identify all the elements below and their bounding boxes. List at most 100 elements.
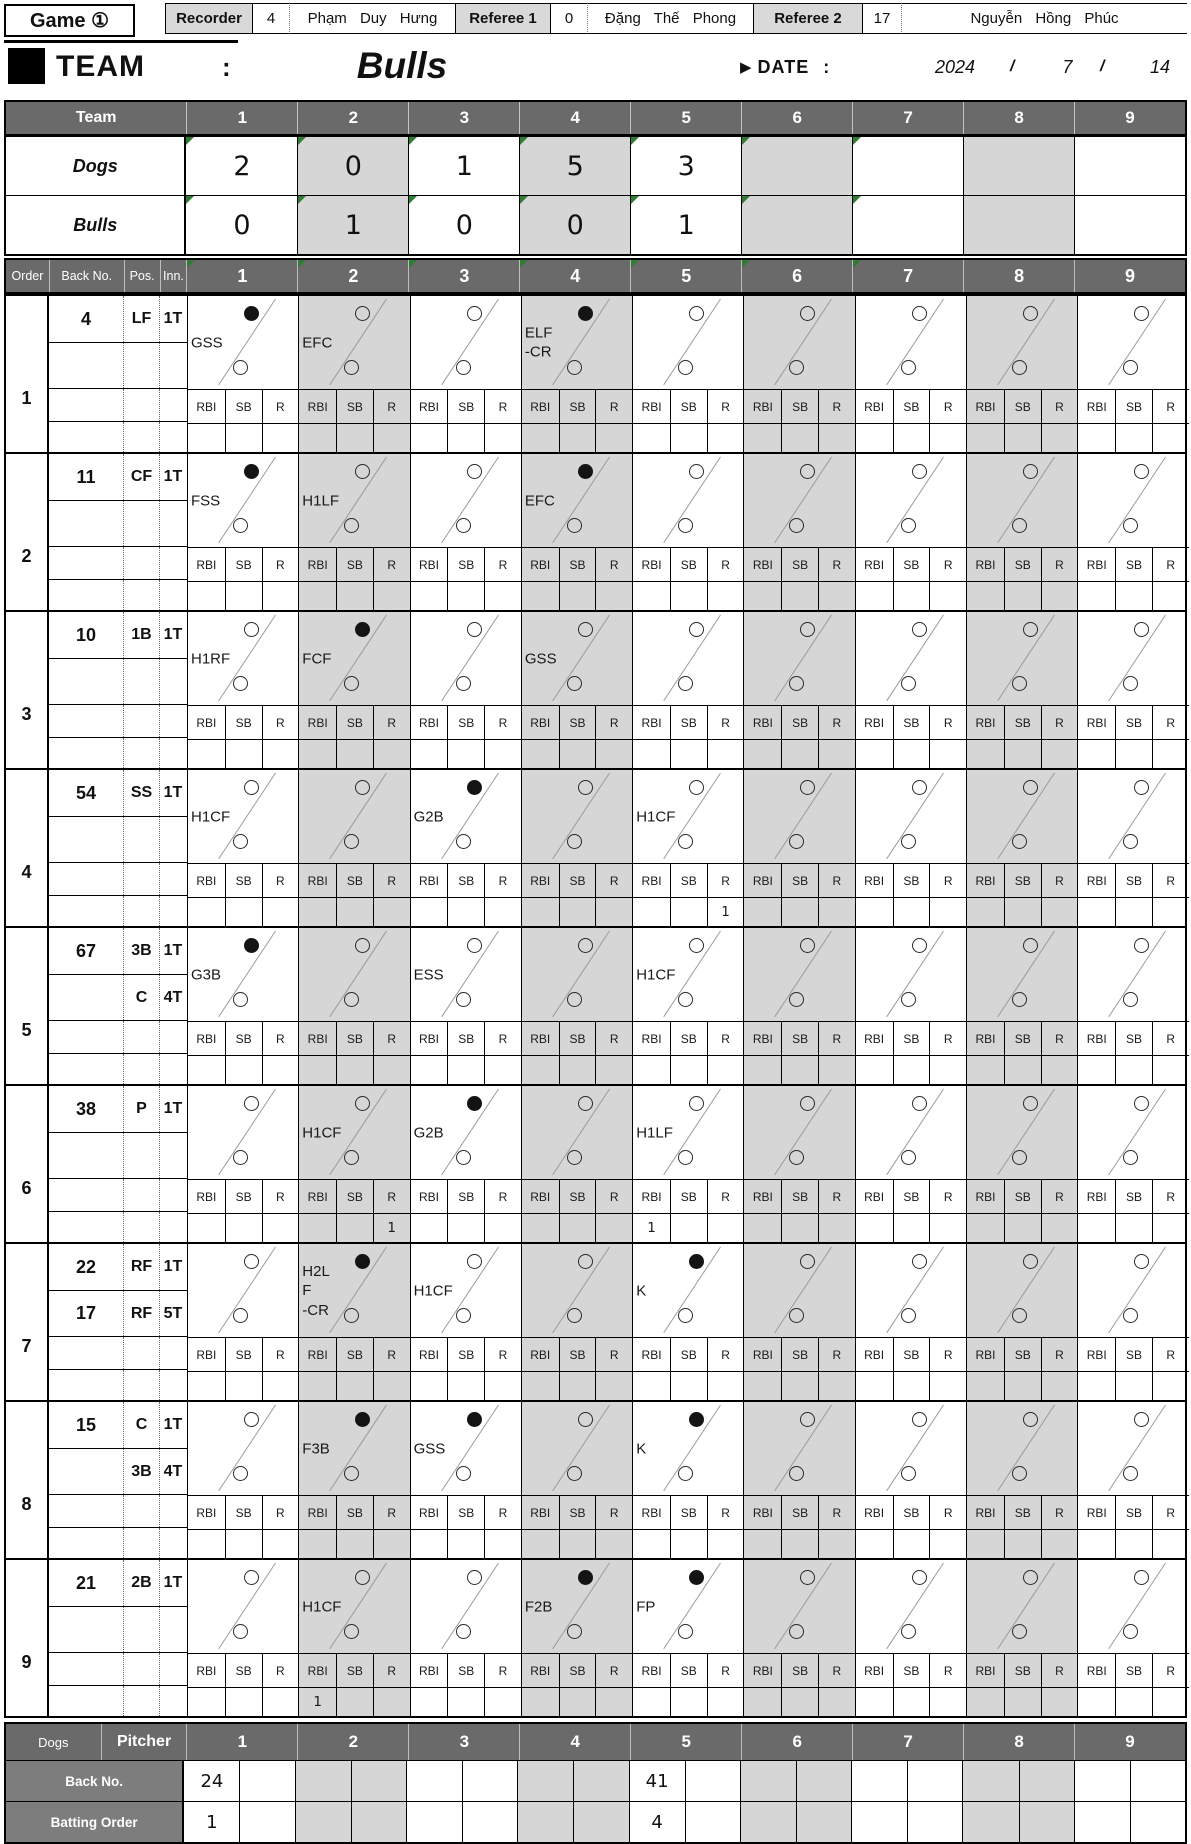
stat-value-r[interactable] bbox=[595, 1530, 632, 1558]
stat-value-sb[interactable] bbox=[558, 1688, 596, 1716]
play-cell[interactable] bbox=[1078, 928, 1188, 1021]
stat-value-sb[interactable] bbox=[892, 1056, 930, 1084]
stat-value-rbi[interactable] bbox=[856, 1530, 893, 1558]
inn-cell[interactable] bbox=[160, 547, 186, 579]
pos-cell[interactable] bbox=[124, 422, 160, 452]
referee1-number[interactable]: 0 bbox=[551, 3, 587, 34]
stat-value-sb[interactable] bbox=[669, 1530, 707, 1558]
pos-cell[interactable]: LF bbox=[124, 296, 160, 342]
play-cell[interactable]: ELF -CR bbox=[522, 296, 632, 389]
stat-value-sb[interactable] bbox=[447, 582, 484, 610]
back-no-cell[interactable] bbox=[49, 975, 124, 1020]
stat-value-sb[interactable] bbox=[892, 1214, 930, 1242]
stat-value-r[interactable] bbox=[484, 1688, 521, 1716]
stat-value-rbi[interactable] bbox=[967, 1530, 1004, 1558]
stat-value-sb[interactable] bbox=[781, 898, 818, 926]
score-cell[interactable] bbox=[741, 196, 853, 254]
play-cell[interactable] bbox=[744, 1402, 854, 1495]
pitcher-value-cell[interactable] bbox=[296, 1802, 351, 1842]
stat-value-rbi[interactable] bbox=[299, 898, 336, 926]
stat-value-r[interactable] bbox=[261, 582, 299, 610]
play-cell[interactable] bbox=[967, 1244, 1077, 1337]
stat-value-r[interactable] bbox=[261, 898, 299, 926]
pitcher-value-cell[interactable] bbox=[741, 1761, 796, 1801]
stat-value-r[interactable] bbox=[1040, 740, 1078, 768]
pos-cell[interactable]: P bbox=[124, 1086, 160, 1132]
play-cell[interactable] bbox=[411, 454, 521, 547]
play-cell[interactable]: GSS bbox=[522, 612, 632, 705]
play-cell[interactable]: H2L F -CR bbox=[299, 1244, 409, 1337]
inn-cell[interactable]: 4T bbox=[163, 988, 183, 1006]
pitcher-value-cell-right[interactable] bbox=[684, 1761, 740, 1801]
play-cell[interactable] bbox=[856, 454, 966, 547]
pos-cell[interactable] bbox=[124, 1212, 160, 1242]
stat-value-r[interactable] bbox=[817, 424, 855, 452]
stat-value-rbi[interactable] bbox=[633, 582, 670, 610]
stat-value-sb[interactable] bbox=[447, 424, 484, 452]
pos-cell[interactable] bbox=[124, 580, 160, 610]
stat-value-r[interactable] bbox=[1040, 1056, 1078, 1084]
stat-value-rbi[interactable] bbox=[744, 582, 781, 610]
stat-value-rbi[interactable] bbox=[411, 582, 448, 610]
inn-cell[interactable]: 1T bbox=[163, 1100, 183, 1117]
back-no-cell[interactable] bbox=[49, 863, 124, 895]
stat-value-sb[interactable] bbox=[447, 898, 484, 926]
stat-value-sb[interactable] bbox=[224, 740, 262, 768]
back-no-cell[interactable] bbox=[49, 1495, 124, 1527]
date-month[interactable]: 7 bbox=[1062, 57, 1073, 77]
pitcher-value-cell-right[interactable] bbox=[573, 1761, 628, 1801]
stat-value-sb[interactable] bbox=[447, 1530, 484, 1558]
stat-value-sb[interactable] bbox=[892, 740, 930, 768]
pitcher-value-cell-right[interactable] bbox=[239, 1761, 294, 1801]
stat-value-rbi[interactable] bbox=[633, 1530, 670, 1558]
play-cell[interactable] bbox=[967, 1560, 1077, 1653]
stat-value-sb[interactable] bbox=[336, 424, 373, 452]
play-cell[interactable]: GSS bbox=[188, 296, 298, 389]
stat-value-r[interactable] bbox=[1151, 582, 1189, 610]
stat-value-rbi[interactable] bbox=[188, 1372, 225, 1400]
stat-value-r[interactable] bbox=[706, 740, 744, 768]
inn-cell[interactable] bbox=[160, 1133, 186, 1178]
play-cell[interactable] bbox=[967, 454, 1077, 547]
stat-value-r[interactable] bbox=[706, 1214, 744, 1242]
stat-value-r[interactable] bbox=[706, 1056, 744, 1084]
back-no-cell[interactable] bbox=[49, 1054, 124, 1084]
play-cell[interactable] bbox=[744, 1244, 854, 1337]
back-no-cell[interactable] bbox=[49, 422, 124, 452]
back-no-cell[interactable]: 21 bbox=[49, 1560, 124, 1606]
stat-value-rbi[interactable] bbox=[188, 1056, 225, 1084]
stat-value-sb[interactable] bbox=[781, 582, 818, 610]
stat-value-rbi[interactable] bbox=[744, 424, 781, 452]
pitcher-value-cell[interactable] bbox=[963, 1761, 1018, 1801]
stat-value-rbi[interactable] bbox=[188, 1688, 225, 1716]
stat-value-r[interactable] bbox=[1151, 1372, 1189, 1400]
stat-value-r[interactable] bbox=[929, 424, 966, 452]
stat-value-r[interactable] bbox=[1151, 1056, 1189, 1084]
stat-value-sb[interactable] bbox=[669, 1056, 707, 1084]
play-cell[interactable]: H1CF bbox=[633, 770, 743, 863]
stat-value-r[interactable] bbox=[372, 740, 410, 768]
stat-value-rbi[interactable] bbox=[967, 1214, 1004, 1242]
stat-value-r[interactable] bbox=[817, 582, 855, 610]
stat-value-rbi[interactable] bbox=[633, 898, 670, 926]
pitcher-value-cell-right[interactable] bbox=[462, 1761, 517, 1801]
stat-value-r[interactable] bbox=[817, 1530, 855, 1558]
pos-cell[interactable]: RF bbox=[124, 1291, 160, 1336]
stat-value-rbi[interactable] bbox=[1078, 740, 1115, 768]
play-cell[interactable]: H1CF bbox=[633, 928, 743, 1021]
stat-value-r[interactable] bbox=[1151, 740, 1189, 768]
stat-value-rbi[interactable] bbox=[856, 1214, 893, 1242]
stat-value-r[interactable] bbox=[1040, 582, 1078, 610]
pitcher-value-cell-right[interactable] bbox=[907, 1802, 962, 1842]
stat-value-rbi[interactable] bbox=[299, 1372, 336, 1400]
stat-value-r[interactable] bbox=[817, 898, 855, 926]
back-no-cell[interactable] bbox=[49, 1686, 124, 1716]
stat-value-r[interactable] bbox=[261, 1372, 299, 1400]
stat-value-rbi[interactable] bbox=[633, 740, 670, 768]
play-cell[interactable] bbox=[744, 928, 854, 1021]
stat-value-sb[interactable] bbox=[1003, 740, 1041, 768]
play-cell[interactable] bbox=[633, 454, 743, 547]
play-cell[interactable] bbox=[856, 296, 966, 389]
stat-value-rbi[interactable] bbox=[744, 898, 781, 926]
play-cell[interactable]: EFC bbox=[522, 454, 632, 547]
